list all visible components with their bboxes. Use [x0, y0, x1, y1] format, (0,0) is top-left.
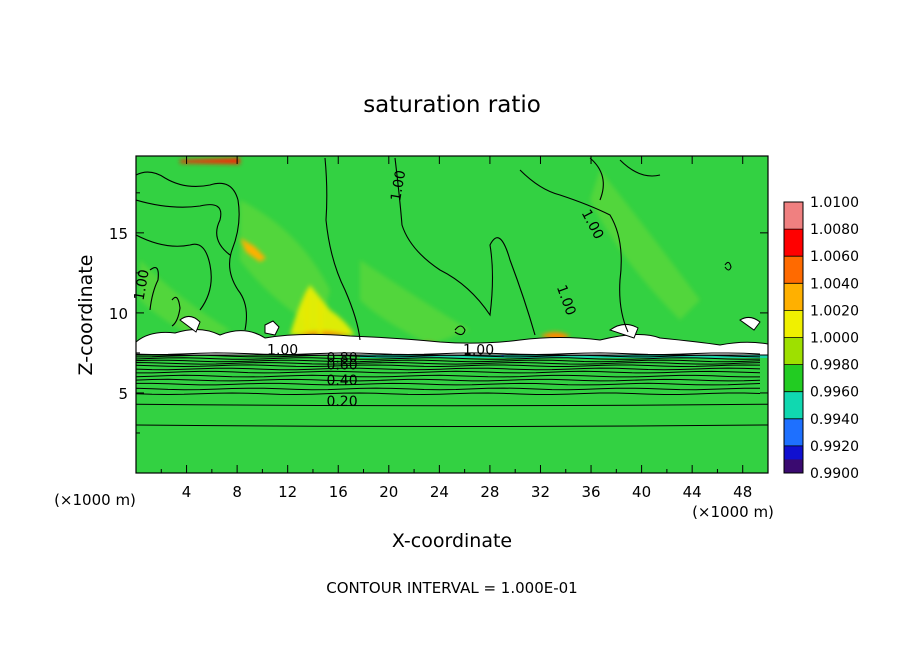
y-axis-ticks: 5 10 15 — [109, 192, 768, 434]
y-tick-label: 10 — [109, 305, 128, 323]
x-axis-ticks: 4 8 12 16 20 24 28 32 36 40 44 48 — [160, 156, 752, 501]
x-tick-label: 40 — [632, 483, 651, 501]
x-tick-label: 28 — [480, 483, 499, 501]
contour-label: 0.80 — [326, 351, 357, 367]
contour-lines-upper — [136, 157, 732, 341]
x-tick-label: 8 — [232, 483, 242, 501]
colorbar-label: 1.0020 — [810, 303, 859, 319]
colorbar-label: 1.0080 — [810, 222, 859, 238]
contour-line-0.10 — [136, 424, 768, 427]
flat-contour-line — [136, 357, 761, 360]
flat-contour-line — [136, 370, 761, 374]
x-tick-label: 12 — [278, 483, 297, 501]
contour-lines-lower — [136, 352, 768, 427]
y-axis-label: Z-coordinate — [75, 255, 97, 376]
flat-contour-line — [136, 374, 760, 378]
flat-contour-line — [136, 352, 761, 356]
colorbar-segment — [784, 337, 803, 365]
plot-area — [136, 156, 768, 473]
flat-contour-line — [136, 378, 761, 382]
x-tick-label: 32 — [531, 483, 550, 501]
colorbar-segment — [784, 256, 803, 284]
colorbar-segment — [784, 202, 803, 230]
x-tick-label: 48 — [733, 483, 752, 501]
y-tick-label: 15 — [109, 225, 128, 243]
flat-contour-line — [136, 392, 761, 396]
contour-label: 0.60 — [326, 358, 357, 374]
x-axis-label: X-coordinate — [392, 530, 512, 552]
x-unit-right: (×1000 m) — [692, 503, 774, 521]
contour-label: 0.40 — [326, 373, 357, 389]
colorbar-segment-bottom — [784, 459, 803, 473]
colorbar-label: 0.9960 — [810, 385, 859, 401]
contour-line-0.20 — [136, 403, 768, 407]
colorbar-label: 1.0100 — [810, 195, 859, 211]
flat-contour-line — [136, 382, 761, 386]
colorbar: 1.0100 1.0080 1.0060 1.0040 1.0020 1.0000 0.99… — [783, 195, 859, 482]
colorbar-segment — [784, 283, 803, 311]
colorbar-segment — [784, 391, 803, 419]
colorbar-label: 0.9900 — [810, 466, 859, 482]
x-tick-label: 20 — [379, 483, 398, 501]
flat-contour-line — [136, 361, 761, 365]
contour-label: 1.00 — [463, 343, 494, 359]
x-tick-label: 44 — [683, 483, 702, 501]
flat-contour-line — [136, 364, 761, 368]
contour-label: 1.00 — [267, 343, 298, 359]
contour-interval-footer: CONTOUR INTERVAL = 1.000E-01 — [326, 579, 577, 597]
chart-title: saturation ratio — [363, 92, 541, 118]
contour-label: 1.00 — [132, 268, 153, 301]
contour-label: 1.00 — [388, 169, 409, 202]
x-tick-label: 36 — [581, 483, 600, 501]
flat-contour-line — [136, 387, 760, 391]
colorbar-label: 1.0040 — [810, 276, 859, 292]
flat-contour-line — [136, 367, 761, 371]
flat-contour-line — [136, 354, 761, 358]
colorbar-label: 0.9920 — [810, 439, 859, 455]
x-unit-left: (×1000 m) — [54, 491, 136, 509]
colorbar-segment — [784, 418, 803, 446]
colorbar-segment — [784, 310, 803, 338]
flat-contour-line — [136, 359, 761, 363]
colorbar-label: 1.0060 — [810, 249, 859, 265]
colorbar-label: 0.9940 — [810, 412, 859, 428]
cloud-base-patches — [136, 316, 768, 356]
x-tick-label: 4 — [182, 483, 192, 501]
colorbar-label: 0.9980 — [810, 358, 859, 374]
contour-label: 0.20 — [326, 394, 357, 410]
plot-frame — [135, 155, 769, 474]
supersaturation-plume — [180, 158, 570, 347]
colorbar-label: 1.0000 — [810, 331, 859, 347]
x-tick-label: 16 — [329, 483, 348, 501]
x-tick-label: 24 — [430, 483, 449, 501]
y-tick-label: 5 — [118, 385, 128, 403]
colorbar-segment — [784, 229, 803, 257]
colorbar-segment — [784, 364, 803, 392]
